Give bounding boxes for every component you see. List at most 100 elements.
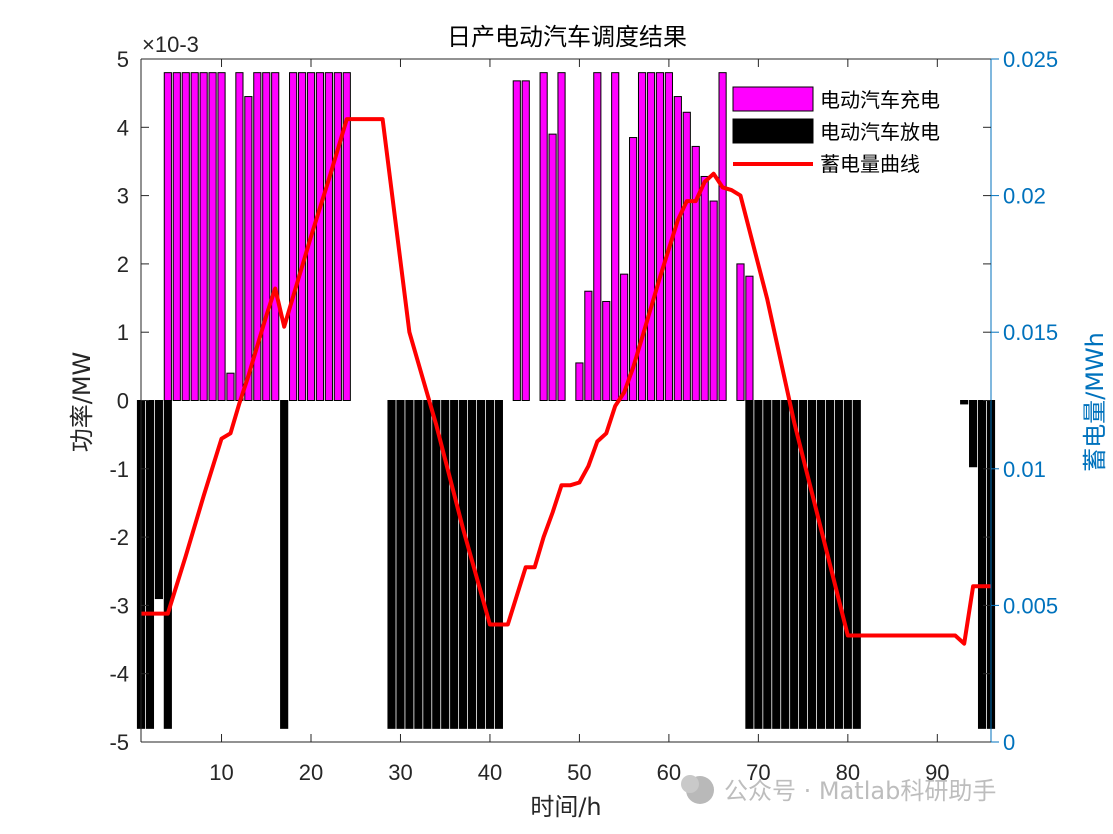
y-right-tick-label: 0.025	[1003, 47, 1058, 72]
charge-bar-14	[253, 72, 262, 401]
discharge-bar-17	[280, 400, 289, 729]
charge-bar-6	[181, 72, 190, 401]
bars-layer	[136, 72, 996, 729]
discharge-bar-71	[763, 400, 772, 729]
discharge-bar-39	[476, 400, 486, 729]
discharge-bar-77	[816, 400, 826, 729]
charge-bar-22	[324, 72, 333, 401]
y-tick-label: 3	[117, 184, 129, 209]
discharge-bar-74	[790, 400, 799, 729]
charge-bar-9	[208, 72, 217, 401]
y-axis-label-right: 蓄电量/MWh	[1081, 332, 1109, 472]
legend-label-energy: 蓄电量曲线	[820, 152, 920, 176]
watermark: 公众号 · Matlab科研助手	[681, 775, 996, 805]
charge-bar-51	[584, 290, 593, 401]
y-right-tick-label: 0.02	[1003, 184, 1046, 209]
charge-bar-66	[718, 72, 727, 401]
charge-bar-21	[315, 72, 325, 401]
discharge-bar-31	[405, 400, 414, 729]
charge-bar-59	[655, 72, 665, 401]
charge-bar-64	[700, 175, 709, 401]
y-tick-label: 0	[117, 389, 129, 414]
x-tick-label: 30	[388, 760, 412, 785]
chart-title: 日产电动汽车调度结果	[447, 23, 687, 51]
charge-bar-48	[557, 72, 566, 401]
charge-bar-4	[163, 72, 172, 401]
charge-bar-18	[289, 72, 298, 401]
discharge-bar-33	[423, 400, 432, 729]
charge-bar-68	[736, 263, 745, 401]
charge-bar-15	[262, 72, 271, 401]
y-tick-label: -5	[109, 730, 129, 755]
y-tick-label: 2	[117, 252, 129, 277]
charge-bar-65	[709, 200, 718, 401]
charge-bar-62	[682, 111, 691, 402]
y-right-tick-label: 0.015	[1003, 320, 1058, 345]
charge-bar-55	[620, 273, 629, 401]
charge-bar-24	[342, 72, 351, 401]
charge-bar-19	[297, 72, 307, 401]
discharge-bar-2	[145, 400, 155, 729]
y-tick-label: -3	[109, 593, 129, 618]
discharge-bar-76	[807, 400, 817, 729]
y-tick-label: 4	[117, 115, 129, 140]
x-tick-label: 60	[657, 760, 681, 785]
wechat-logo-icon-small	[681, 775, 699, 793]
charge-bar-57	[637, 72, 647, 401]
discharge-bar-75	[799, 400, 808, 729]
charge-bar-52	[593, 72, 602, 401]
discharge-bar-73	[781, 400, 790, 729]
y-right-tick-label: 0.005	[1003, 593, 1058, 618]
y-tick-label: 1	[117, 320, 129, 345]
y-tick-label: -4	[109, 662, 129, 687]
y-right-tick-label: 0.01	[1003, 457, 1046, 482]
y-tick-label: 5	[117, 47, 129, 72]
charge-bar-23	[333, 72, 342, 401]
discharge-bar-95	[977, 400, 987, 729]
energy-curve	[141, 117, 991, 646]
discharge-bar-94	[969, 400, 978, 468]
charge-bar-13	[244, 96, 253, 401]
legend-swatch-discharge	[732, 118, 814, 144]
charge-bar-47	[548, 133, 557, 401]
discharge-bar-32	[414, 400, 423, 729]
charge-bar-12	[235, 72, 244, 401]
legend: 电动汽车充电 电动汽车放电 蓄电量曲线	[732, 86, 940, 176]
discharge-bar-35	[441, 400, 450, 729]
y-tick-label: -2	[109, 525, 129, 550]
charge-bar-16	[271, 72, 280, 401]
charge-bar-5	[172, 72, 181, 401]
y-tick-label: -1	[109, 457, 129, 482]
watermark-text: 公众号 · Matlab科研助手	[724, 777, 996, 805]
legend-swatch-charge	[732, 86, 814, 112]
x-axis-label: 时间/h	[530, 793, 601, 821]
discharge-bar-37	[459, 400, 468, 729]
charge-bar-8	[199, 72, 208, 401]
discharge-bar-93	[960, 400, 969, 405]
discharge-bar-72	[772, 400, 781, 729]
discharge-bar-4	[163, 400, 172, 729]
discharge-bar-36	[450, 400, 459, 729]
charge-bar-11	[226, 372, 235, 401]
charge-bar-61	[673, 96, 682, 401]
charge-bar-43	[512, 80, 521, 402]
discharge-bar-70	[754, 400, 763, 729]
charge-bar-56	[629, 137, 638, 401]
charge-bar-53	[602, 300, 611, 401]
charge-bar-50	[575, 362, 584, 401]
discharge-bar-81	[852, 400, 861, 729]
discharge-bar-80	[843, 400, 852, 729]
charge-bar-10	[217, 72, 226, 401]
x-tick-label: 20	[299, 760, 323, 785]
discharge-bar-3	[154, 400, 163, 600]
charge-bar-63	[691, 145, 700, 401]
x-tick-label: 40	[478, 760, 502, 785]
ticks-layer: -5 -4 -3 -2 -1 0 1 2 3 4 5 0 0.005 0.01 0.015 0.02 0.025…	[109, 47, 1058, 785]
x-tick-label: 10	[209, 760, 233, 785]
legend-label-charge: 电动汽车充电	[820, 88, 940, 112]
x-tick-label: 70	[746, 760, 770, 785]
y-right-tick-label: 0	[1003, 730, 1015, 755]
discharge-bar-41	[494, 400, 503, 729]
charge-bar-44	[521, 80, 530, 402]
discharge-bar-34	[432, 400, 441, 729]
